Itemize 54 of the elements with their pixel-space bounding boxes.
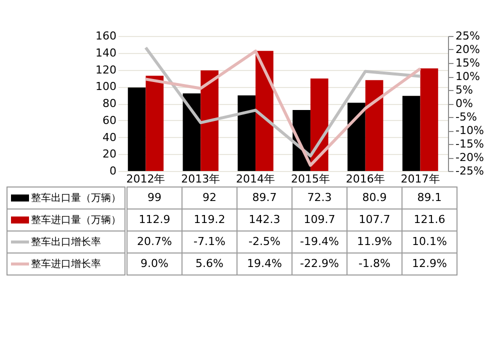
y2-tick-label: 0%: [456, 97, 473, 110]
x-tick-label: 2017年: [400, 172, 440, 186]
data-label: 12.9%: [412, 257, 447, 270]
data-label: 121.6: [414, 213, 446, 226]
y-tick-label: 160: [96, 30, 116, 42]
y2-tick-label: -15%: [456, 138, 484, 150]
y-tick-label: 0: [110, 164, 116, 178]
data-label: 9.0%: [140, 257, 168, 270]
x-tick-label: 2015年: [290, 172, 330, 186]
data-label: -2.5%: [248, 235, 280, 248]
data-label: 5.6%: [196, 257, 224, 270]
data-label: -1.8%: [358, 257, 390, 270]
legend-label: 整车进口增长率: [31, 258, 101, 270]
y-tick-label: 60: [102, 114, 116, 127]
x-tick-label: 2013年: [181, 172, 220, 186]
data-label: -22.9%: [300, 257, 339, 270]
y2-tick-label: 25%: [456, 30, 480, 42]
data-label: 10.1%: [412, 235, 447, 248]
data-label: -7.1%: [194, 235, 226, 248]
data-label: 80.9: [362, 191, 387, 204]
data-label: 11.9%: [357, 235, 392, 248]
y-tick-label: 80: [102, 97, 116, 110]
y2-tick-label: 15%: [456, 56, 480, 70]
y2-tick-label: -25%: [456, 164, 484, 178]
data-label: 142.3: [248, 213, 280, 226]
y-tick-label: 120: [96, 63, 116, 76]
legend-label: 整车进口量（万辆）: [31, 214, 121, 226]
y-tick-label: 140: [96, 46, 116, 60]
y-tick-label: 100: [96, 80, 116, 94]
y2-tick-label: -5%: [456, 110, 477, 124]
data-label: 20.7%: [137, 235, 172, 248]
y2-tick-label: 5%: [456, 84, 473, 96]
y2-tick-label: 20%: [456, 43, 480, 56]
data-label: 99: [148, 191, 162, 204]
data-label: 19.4%: [247, 257, 282, 270]
legend-label: 整车出口增长率: [31, 236, 101, 248]
data-label: 107.7: [358, 213, 390, 226]
data-label: -19.4%: [300, 235, 339, 248]
data-label: 92: [202, 191, 216, 204]
legend-label: 整车出口量（万辆）: [31, 192, 121, 204]
data-label: 89.1: [417, 191, 442, 204]
y2-tick-label: -20%: [456, 151, 484, 164]
x-tick-label: 2014年: [236, 172, 276, 186]
y2-tick-label: 10%: [456, 70, 480, 83]
x-tick-label: 2016年: [346, 172, 385, 186]
y-tick-label: 20: [102, 148, 116, 161]
y2-tick-label: -10%: [456, 124, 484, 137]
data-label: 119.2: [194, 213, 226, 226]
data-label: 72.3: [307, 191, 332, 204]
data-label: 89.7: [252, 191, 277, 204]
data-label: 109.7: [304, 213, 336, 226]
x-tick-label: 2012年: [126, 172, 166, 186]
y-tick-label: 40: [102, 130, 116, 144]
data-label: 112.9: [138, 213, 170, 226]
